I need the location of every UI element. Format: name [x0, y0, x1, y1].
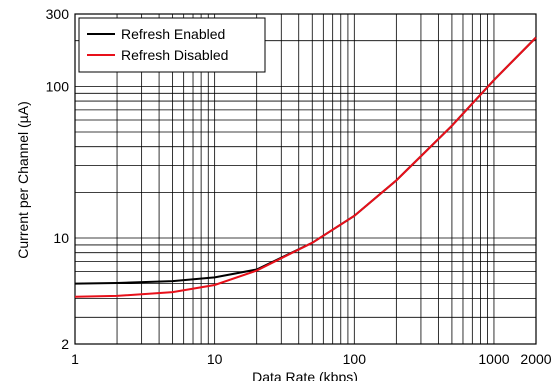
x-axis-label: Data Rate (kbps)	[252, 369, 358, 381]
y-tick-label: 300	[46, 6, 70, 22]
y-tick-label: 100	[46, 78, 70, 94]
y-tick-label: 10	[53, 230, 69, 246]
x-tick-label: 1	[71, 351, 79, 367]
legend-box	[78, 17, 266, 73]
legend-label: Refresh Enabled	[121, 26, 225, 42]
x-tick-label: 10	[207, 351, 223, 367]
y-tick-label: 2	[61, 336, 69, 352]
y-axis-label: Current per Channel (µA)	[15, 101, 31, 258]
plot-frame	[74, 13, 537, 345]
legend-label: Refresh Disabled	[121, 47, 228, 63]
data-line	[74, 36, 537, 298]
x-tick-label: 100	[343, 351, 367, 367]
x-tick-label: 2000	[520, 351, 551, 367]
x-tick-label: 1000	[478, 351, 509, 367]
